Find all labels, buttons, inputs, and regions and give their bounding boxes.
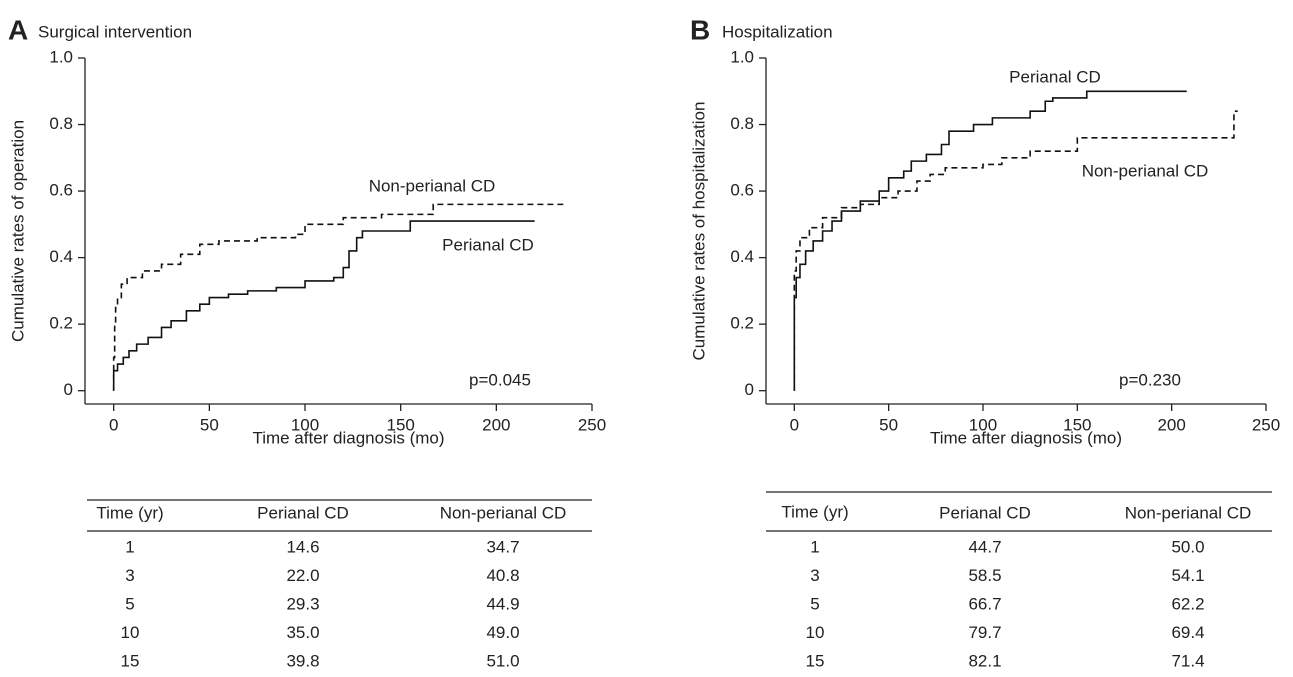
x-tick-label: 200 — [482, 415, 510, 434]
table-cell: 35.0 — [286, 623, 319, 642]
y-tick-label: 0.2 — [730, 314, 754, 333]
table-cell: 58.5 — [968, 566, 1001, 585]
km-curve — [112, 203, 564, 391]
table-cell: 10 — [121, 623, 140, 642]
table-cell: 5 — [810, 594, 819, 613]
x-tick-label: 150 — [1063, 415, 1091, 434]
y-tick-label: 0 — [64, 380, 73, 399]
table-header: Non-perianal CD — [1125, 503, 1252, 522]
y-tick-label: 0 — [745, 380, 754, 399]
panel-label: A — [8, 14, 28, 45]
curve-label: Perianal CD — [1009, 67, 1101, 86]
table-cell: 29.3 — [286, 594, 319, 613]
table-header: Time (yr) — [781, 502, 848, 521]
y-axis-label: Cumulative rates of hospitalization — [689, 102, 708, 361]
km-curve — [112, 220, 535, 391]
table-cell: 79.7 — [968, 623, 1001, 642]
table-cell: 34.7 — [486, 537, 519, 556]
x-tick-label: 0 — [109, 415, 118, 434]
y-tick-label: 0.2 — [49, 314, 73, 333]
table-header: Time (yr) — [96, 503, 163, 522]
x-tick-label: 200 — [1157, 415, 1185, 434]
p-value: p=0.230 — [1119, 370, 1181, 389]
table-header: Perianal CD — [939, 503, 1031, 522]
curve-label: Non-perianal CD — [1082, 161, 1209, 180]
x-tick-label: 0 — [790, 415, 799, 434]
y-tick-label: 1.0 — [49, 47, 73, 66]
table-cell: 1 — [125, 537, 134, 556]
table-cell: 82.1 — [968, 651, 1001, 670]
x-tick-label: 100 — [291, 415, 319, 434]
p-value: p=0.045 — [469, 370, 531, 389]
x-axis-label: Time after diagnosis (mo) — [252, 428, 444, 447]
y-tick-label: 0.8 — [730, 114, 754, 133]
panel-label: B — [690, 14, 710, 45]
km-curve — [793, 90, 1187, 391]
table-cell: 66.7 — [968, 594, 1001, 613]
table-cell: 44.7 — [968, 537, 1001, 556]
table-cell: 49.0 — [486, 623, 519, 642]
x-axis-label: Time after diagnosis (mo) — [930, 428, 1122, 447]
table-cell: 40.8 — [486, 566, 519, 585]
chart-title: Hospitalization — [722, 22, 833, 41]
table-cell: 5 — [125, 594, 134, 613]
table-header: Perianal CD — [257, 503, 349, 522]
table-cell: 14.6 — [286, 537, 319, 556]
y-axis-label: Cumulative rates of operation — [8, 120, 27, 342]
table-cell: 3 — [125, 566, 134, 585]
table-cell: 22.0 — [286, 566, 319, 585]
x-tick-label: 50 — [200, 415, 219, 434]
y-tick-label: 1.0 — [730, 47, 754, 66]
table-cell: 50.0 — [1171, 537, 1204, 556]
y-tick-label: 0.6 — [730, 181, 754, 200]
x-tick-label: 250 — [1252, 415, 1280, 434]
x-tick-label: 100 — [969, 415, 997, 434]
curve-label: Perianal CD — [442, 235, 534, 254]
table-cell: 10 — [806, 623, 825, 642]
table-cell: 44.9 — [486, 594, 519, 613]
y-tick-label: 0.4 — [49, 247, 73, 266]
x-tick-label: 250 — [578, 415, 606, 434]
table-cell: 62.2 — [1171, 594, 1204, 613]
x-tick-label: 150 — [386, 415, 414, 434]
chart-title: Surgical intervention — [38, 22, 192, 41]
table-cell: 54.1 — [1171, 566, 1204, 585]
table-cell: 15 — [121, 651, 140, 670]
table-cell: 1 — [810, 537, 819, 556]
table-cell: 3 — [810, 566, 819, 585]
y-tick-label: 0.6 — [49, 181, 73, 200]
table-cell: 15 — [806, 651, 825, 670]
table-cell: 71.4 — [1171, 651, 1204, 670]
table-cell: 51.0 — [486, 651, 519, 670]
table-cell: 69.4 — [1171, 623, 1204, 642]
x-tick-label: 50 — [879, 415, 898, 434]
km-curve — [793, 110, 1238, 391]
y-tick-label: 0.8 — [49, 114, 73, 133]
curve-label: Non-perianal CD — [369, 176, 496, 195]
y-tick-label: 0.4 — [730, 247, 754, 266]
table-header: Non-perianal CD — [440, 503, 567, 522]
table-cell: 39.8 — [286, 651, 319, 670]
